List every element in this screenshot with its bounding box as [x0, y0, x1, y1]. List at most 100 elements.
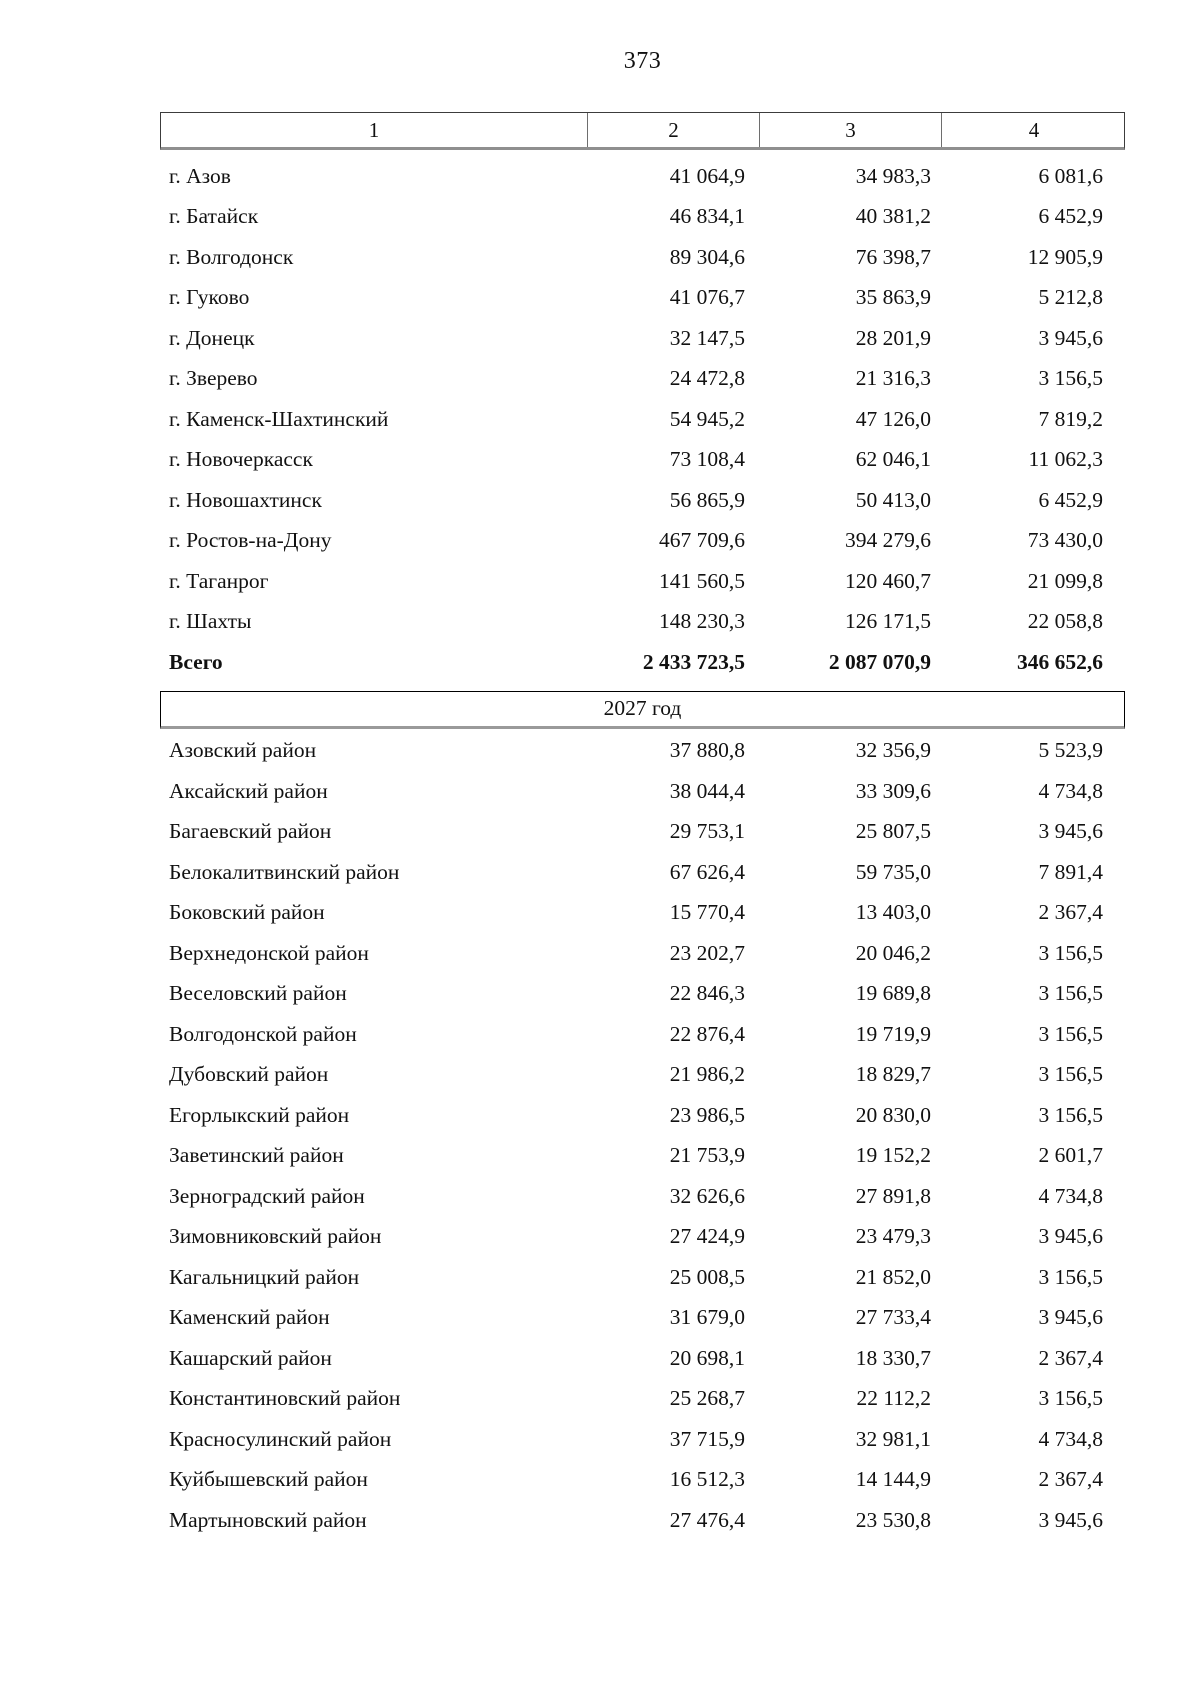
table-row: г. Донецк 32 147,5 28 201,9 3 945,6: [160, 318, 1125, 359]
row-value-4: 7 819,2: [1038, 406, 1104, 431]
row-value-3: 126 171,5: [845, 609, 931, 634]
table-row: Аксайский район 38 044,4 33 309,6 4 734,…: [160, 771, 1125, 812]
table-row: г. Батайск 46 834,1 40 381,2 6 452,9: [160, 197, 1125, 238]
row-label: Зимовниковский район: [169, 1224, 382, 1249]
row-value-3: 18 330,7: [855, 1345, 931, 1370]
row-value-3: 22 112,2: [856, 1386, 931, 1411]
table-row: Константиновский район 25 268,7 22 112,2…: [160, 1379, 1125, 1420]
row-label: г. Волгодонск: [169, 244, 294, 269]
table-row: г. Азов 41 064,9 34 983,3 6 081,6: [160, 156, 1125, 197]
table-row: Красносулинский район 37 715,9 32 981,1 …: [160, 1419, 1125, 1460]
table-row: Дубовский район 21 986,2 18 829,7 3 156,…: [160, 1055, 1125, 1096]
row-label: Константиновский район: [169, 1386, 401, 1411]
row-label: Веселовский район: [169, 981, 347, 1006]
row-value-2: 56 865,9: [669, 487, 745, 512]
row-value-2: 22 876,4: [669, 1021, 745, 1046]
row-label: Зерноградский район: [169, 1183, 365, 1208]
row-value-3: 23 530,8: [855, 1507, 931, 1532]
row-label: Кагальницкий район: [169, 1264, 360, 1289]
row-label: г. Ростов-на-Дону: [169, 528, 332, 553]
row-value-3: 32 981,1: [855, 1426, 931, 1451]
row-value-2: 21 986,2: [669, 1062, 745, 1087]
table-row: г. Гуково 41 076,7 35 863,9 5 212,8: [160, 278, 1125, 319]
row-value-3: 47 126,0: [855, 406, 931, 431]
row-label: Мартыновский район: [169, 1507, 367, 1532]
row-value-3: 14 144,9: [855, 1467, 931, 1492]
data-table: 1 2 3 4 г. Азов 41 064,9 34 983,3 6 081,…: [160, 112, 1125, 1541]
row-value-3: 19 689,8: [855, 981, 931, 1006]
column-header-4: 4: [941, 113, 1126, 147]
row-value-3: 18 829,7: [855, 1062, 931, 1087]
column-header-3: 3: [759, 113, 941, 147]
row-value-3: 40 381,2: [855, 204, 931, 229]
row-value-4: 22 058,8: [1027, 609, 1103, 634]
row-label: г. Шахты: [169, 609, 252, 634]
row-value-2: 20 698,1: [669, 1345, 745, 1370]
row-label: г. Таганрог: [169, 568, 269, 593]
row-value-3: 76 398,7: [855, 244, 931, 269]
table-row: г. Таганрог 141 560,5 120 460,7 21 099,8: [160, 561, 1125, 602]
row-label: Волгодонской район: [169, 1021, 357, 1046]
row-value-2: 15 770,4: [669, 900, 745, 925]
row-value-4: 2 367,4: [1038, 1467, 1104, 1492]
row-value-2: 27 424,9: [669, 1224, 745, 1249]
row-value-4: 2 601,7: [1038, 1143, 1104, 1168]
row-value-3: 13 403,0: [855, 900, 931, 925]
table-row: Каменский район 31 679,0 27 733,4 3 945,…: [160, 1298, 1125, 1339]
row-value-4: 3 156,5: [1038, 1264, 1104, 1289]
row-label: г. Новочеркасск: [169, 447, 313, 472]
row-value-4: 4 734,8: [1038, 778, 1104, 803]
row-value-2: 41 076,7: [669, 285, 745, 310]
row-value-4: 5 523,9: [1038, 738, 1104, 763]
row-value-2: 46 834,1: [669, 204, 745, 229]
row-label: Аксайский район: [169, 778, 328, 803]
row-value-4: 6 452,9: [1038, 487, 1104, 512]
row-label: Азовский район: [169, 738, 317, 763]
row-value-2: 22 846,3: [669, 981, 745, 1006]
row-value-4: 2 367,4: [1038, 900, 1104, 925]
total-value-2: 2 433 723,5: [642, 649, 745, 674]
table-row: Куйбышевский район 16 512,3 14 144,9 2 3…: [160, 1460, 1125, 1501]
row-value-2: 23 202,7: [669, 940, 745, 965]
table-row: Азовский район 37 880,8 32 356,9 5 523,9: [160, 731, 1125, 772]
row-value-4: 3 156,5: [1038, 940, 1104, 965]
row-value-2: 73 108,4: [669, 447, 745, 472]
table-row: Егорлыкский район 23 986,5 20 830,0 3 15…: [160, 1095, 1125, 1136]
row-value-3: 35 863,9: [855, 285, 931, 310]
row-value-4: 4 734,8: [1038, 1426, 1104, 1451]
row-value-2: 148 230,3: [659, 609, 745, 634]
district-rows-section: Азовский район 37 880,8 32 356,9 5 523,9…: [160, 731, 1125, 1541]
table-row: Кагальницкий район 25 008,5 21 852,0 3 1…: [160, 1257, 1125, 1298]
row-value-4: 3 945,6: [1038, 1507, 1104, 1532]
row-value-2: 27 476,4: [669, 1507, 745, 1532]
row-label: г. Батайск: [169, 204, 259, 229]
table-row: г. Новошахтинск 56 865,9 50 413,0 6 452,…: [160, 480, 1125, 521]
row-value-3: 120 460,7: [845, 568, 931, 593]
row-value-3: 394 279,6: [845, 528, 931, 553]
row-value-2: 54 945,2: [669, 406, 745, 431]
row-label: г. Донецк: [169, 325, 255, 350]
row-value-3: 32 356,9: [855, 738, 931, 763]
row-label: Верхнедонской район: [169, 940, 369, 965]
row-label: Дубовский район: [169, 1062, 329, 1087]
row-value-4: 3 945,6: [1038, 1305, 1104, 1330]
city-rows-section: г. Азов 41 064,9 34 983,3 6 081,6 г. Бат…: [160, 156, 1125, 642]
row-value-4: 3 156,5: [1038, 366, 1104, 391]
row-value-2: 37 715,9: [669, 1426, 745, 1451]
row-value-4: 3 156,5: [1038, 1062, 1104, 1087]
row-value-4: 3 945,6: [1038, 325, 1104, 350]
page-number: 373: [623, 48, 662, 74]
row-value-3: 19 719,9: [855, 1021, 931, 1046]
table-row: г. Новочеркасск 73 108,4 62 046,1 11 062…: [160, 440, 1125, 481]
table-row: Верхнедонской район 23 202,7 20 046,2 3 …: [160, 933, 1125, 974]
row-value-2: 38 044,4: [669, 778, 745, 803]
row-value-4: 11 062,3: [1028, 447, 1103, 472]
row-value-2: 25 268,7: [669, 1386, 745, 1411]
row-value-2: 32 626,6: [669, 1183, 745, 1208]
row-label: Боковский район: [169, 900, 325, 925]
row-value-3: 19 152,2: [855, 1143, 931, 1168]
table-row: Багаевский район 29 753,1 25 807,5 3 945…: [160, 812, 1125, 853]
row-label: Багаевский район: [169, 819, 332, 844]
row-label: Белокалитвинский район: [169, 859, 400, 884]
row-value-2: 32 147,5: [669, 325, 745, 350]
